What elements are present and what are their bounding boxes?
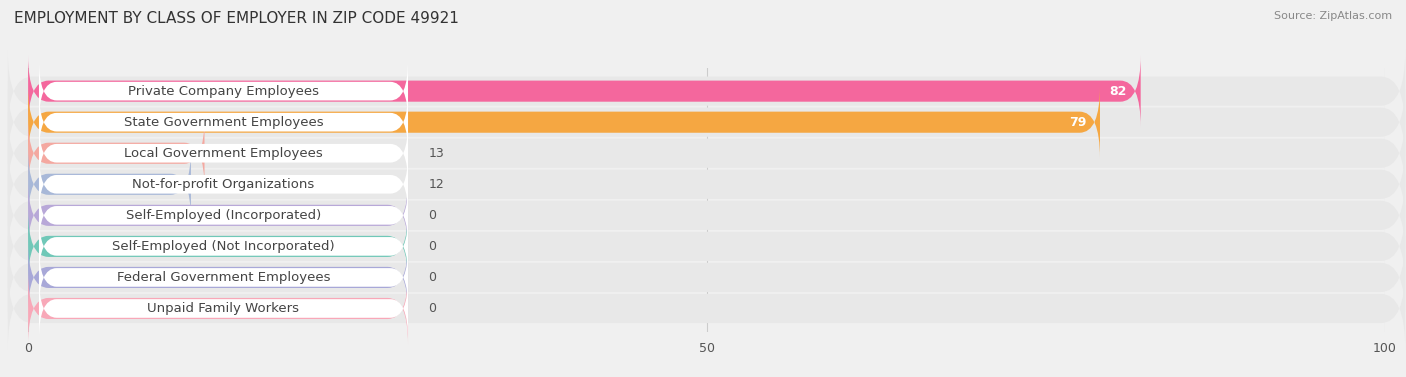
Text: Self-Employed (Incorporated): Self-Employed (Incorporated) [127,209,321,222]
FancyBboxPatch shape [28,210,408,282]
FancyBboxPatch shape [28,241,408,313]
FancyBboxPatch shape [8,112,1405,195]
FancyBboxPatch shape [28,86,1099,158]
FancyBboxPatch shape [8,81,1405,164]
FancyBboxPatch shape [39,153,408,215]
FancyBboxPatch shape [8,236,1405,319]
Text: 0: 0 [429,209,436,222]
FancyBboxPatch shape [39,277,408,340]
Text: 0: 0 [429,240,436,253]
FancyBboxPatch shape [28,179,408,251]
Text: 82: 82 [1109,85,1128,98]
Text: 0: 0 [429,302,436,315]
Text: 13: 13 [429,147,444,160]
FancyBboxPatch shape [28,273,408,345]
FancyBboxPatch shape [8,267,1405,350]
FancyBboxPatch shape [39,60,408,122]
Text: Federal Government Employees: Federal Government Employees [117,271,330,284]
FancyBboxPatch shape [39,122,408,184]
FancyBboxPatch shape [39,247,408,308]
Text: EMPLOYMENT BY CLASS OF EMPLOYER IN ZIP CODE 49921: EMPLOYMENT BY CLASS OF EMPLOYER IN ZIP C… [14,11,458,26]
Text: 0: 0 [429,271,436,284]
Text: Private Company Employees: Private Company Employees [128,85,319,98]
FancyBboxPatch shape [28,148,191,220]
Text: Source: ZipAtlas.com: Source: ZipAtlas.com [1274,11,1392,21]
FancyBboxPatch shape [28,117,204,189]
FancyBboxPatch shape [39,91,408,153]
Text: 12: 12 [429,178,444,191]
Text: State Government Employees: State Government Employees [124,116,323,129]
FancyBboxPatch shape [8,205,1405,288]
Text: Local Government Employees: Local Government Employees [124,147,323,160]
Text: 79: 79 [1069,116,1087,129]
FancyBboxPatch shape [39,215,408,277]
FancyBboxPatch shape [8,143,1405,225]
FancyBboxPatch shape [8,50,1405,132]
FancyBboxPatch shape [28,55,1140,127]
FancyBboxPatch shape [8,174,1405,257]
FancyBboxPatch shape [39,184,408,247]
Text: Unpaid Family Workers: Unpaid Family Workers [148,302,299,315]
Text: Self-Employed (Not Incorporated): Self-Employed (Not Incorporated) [112,240,335,253]
Text: Not-for-profit Organizations: Not-for-profit Organizations [132,178,315,191]
